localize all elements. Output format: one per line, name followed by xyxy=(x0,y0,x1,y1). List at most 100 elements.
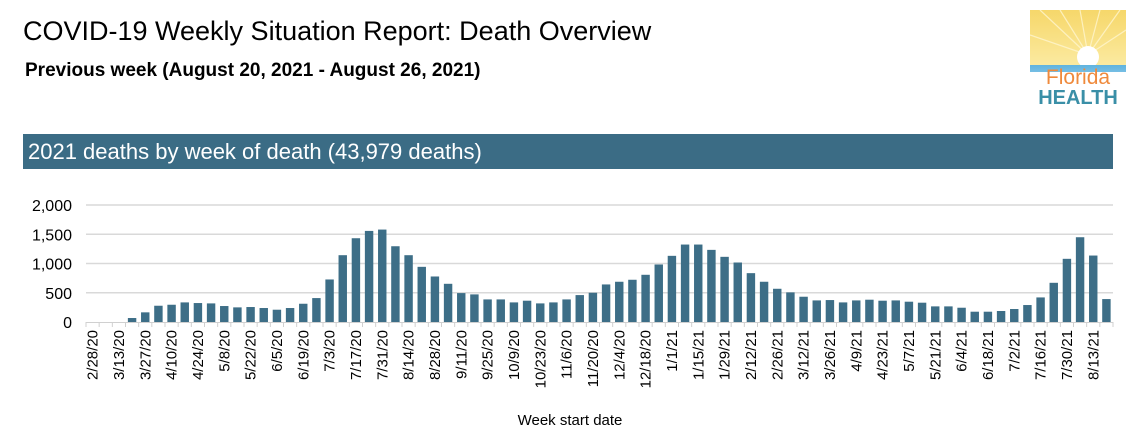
x-tick-label: 7/2/21 xyxy=(1006,330,1023,372)
x-tick-label: 5/21/21 xyxy=(927,330,944,380)
bar xyxy=(259,308,268,322)
bar xyxy=(733,262,742,322)
x-tick-label: 3/13/20 xyxy=(111,330,128,380)
x-tick-label: 11/6/20 xyxy=(559,330,576,379)
x-tick-label: 2/26/21 xyxy=(769,330,786,380)
x-tick-label: 12/4/20 xyxy=(611,330,628,380)
x-tick-label: 7/3/20 xyxy=(322,330,339,372)
x-tick-label: 3/26/21 xyxy=(822,330,839,380)
bar xyxy=(825,300,835,322)
x-tick-label: 4/10/20 xyxy=(164,330,181,380)
bar xyxy=(931,306,940,322)
bar xyxy=(838,302,848,322)
weekly-deaths-bar-chart: 0 500 1,000 1,500 2,000 2/28/20 3/13/20 3/27/20… xyxy=(32,198,1114,388)
x-tick-label: 9/11/20 xyxy=(453,330,470,379)
bar xyxy=(759,281,769,322)
x-tick-label: 1/29/21 xyxy=(717,330,734,380)
bar xyxy=(720,256,729,322)
bar xyxy=(193,303,203,322)
bar xyxy=(944,306,953,322)
bar xyxy=(878,300,887,322)
x-tick-label: 6/4/21 xyxy=(954,330,971,372)
bar xyxy=(628,279,637,322)
bar xyxy=(575,295,584,322)
svg-text:Florida: Florida xyxy=(1046,66,1111,89)
x-tick-label: 3/27/20 xyxy=(137,330,154,380)
bar xyxy=(167,304,176,322)
bar xyxy=(312,298,321,322)
bar xyxy=(812,300,821,322)
x-tick-label: 3/12/21 xyxy=(796,330,813,380)
x-axis-label: Week start date xyxy=(517,412,623,429)
bar xyxy=(483,299,492,322)
bar xyxy=(536,303,545,322)
x-tick-label: 1/1/21 xyxy=(664,330,681,372)
bar xyxy=(351,238,361,322)
florida-health-logo: Florida HEALTH xyxy=(1030,10,1126,106)
bar xyxy=(549,302,558,322)
x-tick-label: 6/5/20 xyxy=(269,330,286,372)
bar xyxy=(1049,282,1058,322)
bar xyxy=(588,292,598,322)
bar xyxy=(1010,309,1019,322)
bar xyxy=(601,284,611,322)
bar xyxy=(1023,305,1032,322)
y-tick-label: 500 xyxy=(45,286,72,303)
bar xyxy=(786,292,795,322)
bar xyxy=(154,305,163,322)
x-tick-label: 7/17/20 xyxy=(348,330,365,380)
bar xyxy=(562,299,571,322)
bar xyxy=(141,312,150,322)
bar xyxy=(220,306,229,322)
x-tick-label: 4/9/21 xyxy=(848,330,865,372)
bar xyxy=(417,266,426,322)
bar xyxy=(799,296,808,322)
bar xyxy=(707,249,716,322)
bar xyxy=(615,281,624,322)
bar xyxy=(680,244,690,322)
bar xyxy=(1089,255,1098,322)
bar xyxy=(206,303,216,322)
bar xyxy=(746,273,756,322)
section-title-band: 2021 deaths by week of death (43,979 dea… xyxy=(23,134,1113,169)
bar xyxy=(996,311,1006,322)
bar xyxy=(852,300,861,322)
x-tick-label: 1/15/21 xyxy=(690,330,707,380)
bar xyxy=(654,264,663,322)
bar xyxy=(917,302,927,322)
bar xyxy=(1075,237,1085,322)
bar xyxy=(1102,299,1111,322)
x-tick-label: 10/23/20 xyxy=(532,330,549,388)
svg-text:HEALTH: HEALTH xyxy=(1038,87,1118,106)
x-tick-label: 10/9/20 xyxy=(506,330,523,380)
x-tick-label: 6/18/21 xyxy=(980,330,997,380)
page-title: COVID-19 Weekly Situation Report: Death … xyxy=(23,16,652,46)
bar xyxy=(391,246,400,322)
x-tick-label: 4/24/20 xyxy=(190,330,207,380)
bar xyxy=(694,244,703,322)
bar xyxy=(404,255,413,322)
x-tick-label: 5/8/20 xyxy=(216,330,233,372)
bar xyxy=(378,229,387,322)
x-tick-label: 2/28/20 xyxy=(85,330,102,380)
y-tick-label: 0 xyxy=(63,315,72,332)
x-tick-label: 11/20/20 xyxy=(585,330,602,387)
y-tick-label: 1,000 xyxy=(32,257,72,274)
x-tick-label: 5/22/20 xyxy=(243,330,260,380)
bar xyxy=(1036,297,1045,322)
x-tick-label: 9/25/20 xyxy=(480,330,497,380)
x-tick-label: 2/12/21 xyxy=(743,330,760,380)
bar xyxy=(430,276,440,322)
x-tick-label: 8/14/20 xyxy=(401,330,418,380)
bar xyxy=(641,274,650,322)
bar xyxy=(509,302,519,322)
x-tick-label: 7/31/20 xyxy=(374,330,391,380)
bar xyxy=(891,300,900,322)
bar xyxy=(983,311,993,322)
bar xyxy=(1062,258,1072,322)
bar xyxy=(865,299,874,322)
bar xyxy=(127,318,137,322)
bar xyxy=(773,288,782,322)
x-tick-label: 6/19/20 xyxy=(295,330,312,380)
x-tick-label: 8/13/21 xyxy=(1085,330,1102,380)
